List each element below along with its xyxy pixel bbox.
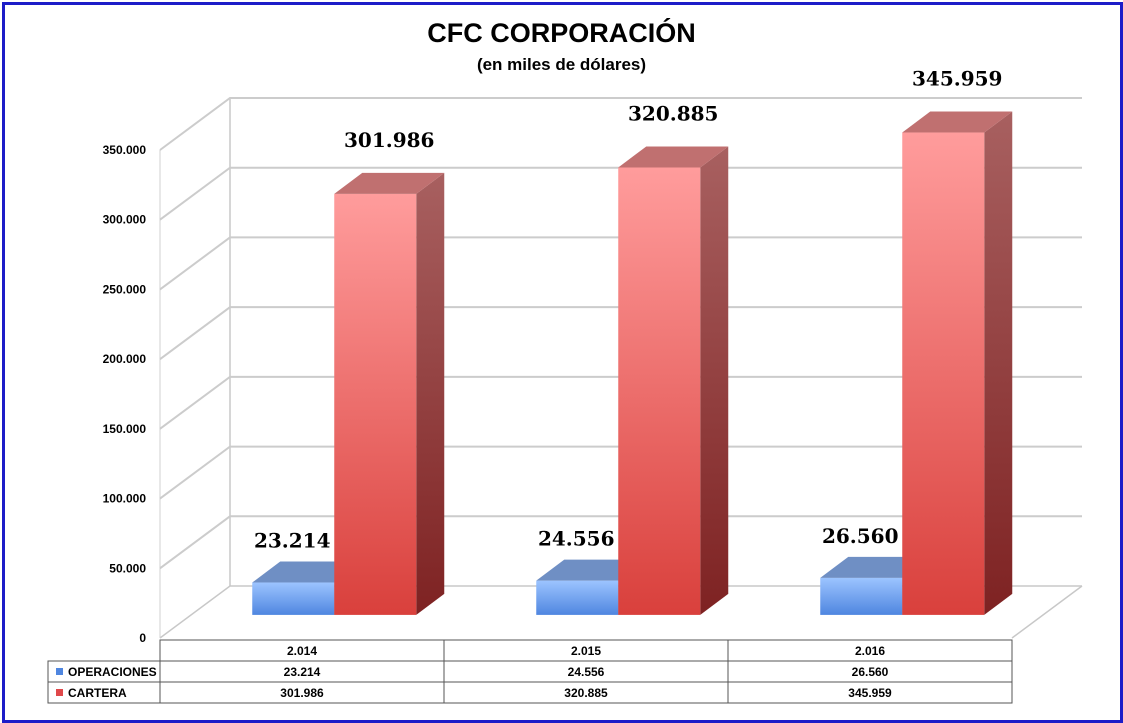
- bar-cartera-1: [618, 146, 729, 615]
- data-label: 23.214: [254, 529, 331, 553]
- y-tick-label: 300.000: [103, 213, 147, 227]
- bar-front: [820, 577, 903, 615]
- table-cell: 301.986: [280, 686, 324, 700]
- bar-side: [700, 146, 729, 615]
- legend-swatch: [56, 668, 63, 675]
- table-cell: 345.959: [848, 686, 892, 700]
- bar-front: [252, 582, 335, 615]
- gridline: [159, 306, 1082, 360]
- data-label: 24.556: [538, 527, 615, 551]
- bar-top: [618, 146, 729, 168]
- y-tick-label: 150.000: [103, 422, 147, 436]
- chart-subtitle: (en miles de dólares): [476, 55, 647, 74]
- bar-front: [902, 132, 985, 615]
- data-label: 345.959: [912, 67, 1002, 91]
- category-label: 2.015: [571, 644, 601, 658]
- gridline: [159, 375, 1082, 430]
- data-label: 26.560: [822, 524, 899, 548]
- y-tick-label: 350.000: [103, 143, 147, 157]
- legend-label: OPERACIONES: [68, 665, 157, 679]
- y-tick-label: 250.000: [103, 282, 147, 296]
- bar-side: [984, 111, 1013, 615]
- bar-top: [902, 111, 1013, 133]
- bar-top: [334, 172, 445, 194]
- y-tick-label: 200.000: [103, 352, 147, 366]
- gridline: [159, 236, 1082, 291]
- bar-side: [416, 172, 445, 615]
- table-cell: 320.885: [564, 686, 608, 700]
- table-cell: 26.560: [852, 665, 889, 679]
- category-label: 2.014: [287, 644, 317, 658]
- category-label: 2.016: [855, 644, 885, 658]
- bar-front: [618, 167, 701, 615]
- table-cell: 23.214: [284, 665, 321, 679]
- legend-swatch: [56, 689, 63, 696]
- gridline: [159, 166, 1082, 221]
- data-label: 301.986: [344, 128, 434, 152]
- bar-front: [334, 193, 417, 615]
- bar-cartera-0: [334, 172, 445, 615]
- gridline: [159, 97, 1082, 151]
- data-label: 320.885: [628, 101, 718, 125]
- table-cell: 24.556: [568, 665, 605, 679]
- gridline: [159, 445, 1082, 500]
- bar-cartera-2: [902, 111, 1013, 615]
- gridline: [159, 515, 1082, 570]
- floor-right-edge: [1011, 585, 1083, 639]
- legend-label: CARTERA: [68, 686, 127, 700]
- bar-front: [536, 580, 619, 615]
- y-tick-label: 100.000: [103, 492, 147, 506]
- chart-title: CFC CORPORACIÓN: [427, 18, 696, 48]
- y-tick-label: 0: [139, 631, 146, 645]
- y-tick-label: 50.000: [109, 561, 146, 575]
